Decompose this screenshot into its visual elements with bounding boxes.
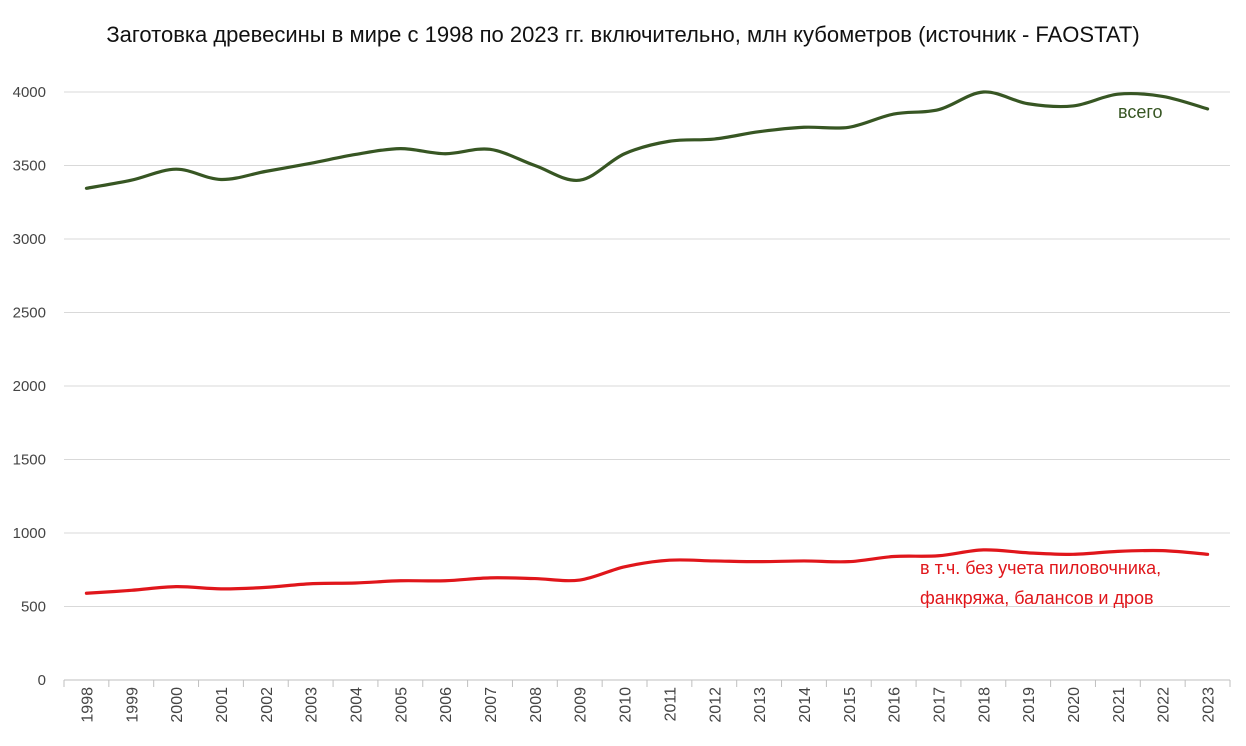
x-tick-label: 1999 [124, 687, 141, 723]
series-label-1: в т.ч. без учета пиловочника, [920, 558, 1161, 578]
x-tick-label: 2013 [752, 687, 769, 723]
y-tick-label: 2000 [13, 378, 46, 395]
x-tick-label: 2012 [707, 687, 724, 723]
x-axis: 1998 1999 2000 2001 2002 2003 2004 2005 2006 2007… [63, 680, 1231, 723]
x-tick-label: 2017 [932, 687, 949, 723]
x-tick-label: 1998 [79, 687, 96, 723]
series-label-1: фанкряжа, балансов и дров [920, 588, 1154, 608]
x-tick-label: 2006 [438, 687, 455, 723]
x-tick-label: 2021 [1111, 687, 1128, 723]
x-tick-label: 2007 [483, 687, 500, 723]
y-tick-label: 0 [38, 672, 46, 689]
x-tick-label: 2005 [393, 687, 410, 723]
x-tick-label: 2022 [1156, 687, 1173, 723]
x-tick-label: 2019 [1021, 687, 1038, 723]
series-line-0 [84, 90, 1210, 190]
x-tick-label: 2018 [976, 687, 993, 723]
x-tick-label: 2008 [528, 687, 545, 723]
y-tick-label: 500 [21, 599, 46, 616]
x-tick-label: 2015 [842, 687, 859, 723]
x-tick-label: 2003 [304, 687, 321, 723]
y-tick-label: 1500 [13, 452, 46, 469]
y-tick-label: 4000 [13, 84, 46, 101]
x-tick-label: 2009 [573, 687, 590, 723]
y-tick-label: 1000 [13, 525, 46, 542]
x-tick-label: 2010 [618, 687, 635, 723]
x-tick-label: 2023 [1201, 687, 1218, 723]
chart-title: Заготовка древесины в мире с 1998 по 202… [106, 22, 1140, 47]
x-tick-label: 2011 [662, 687, 679, 722]
gridlines [64, 91, 1230, 681]
x-tick-label: 2020 [1066, 687, 1083, 723]
x-tick-label: 2014 [797, 687, 814, 723]
x-tick-label: 2001 [214, 687, 231, 723]
series-label-0: всего [1118, 102, 1163, 122]
x-tick-label: 2000 [169, 687, 186, 723]
y-tick-label: 2500 [13, 305, 46, 322]
y-tick-label: 3500 [13, 158, 46, 175]
x-tick-label: 2004 [349, 687, 366, 723]
x-tick-label: 2016 [887, 687, 904, 723]
series-labels: всего в т.ч. без учета пиловочника, фанкря… [920, 102, 1163, 608]
series-group [84, 90, 1210, 595]
y-tick-label: 3000 [13, 231, 46, 248]
series-line-1 [84, 548, 1210, 595]
x-tick-label: 2002 [259, 687, 276, 723]
y-axis: 0 500 1000 1500 2000 2500 3000 3500 4000 [13, 84, 46, 689]
